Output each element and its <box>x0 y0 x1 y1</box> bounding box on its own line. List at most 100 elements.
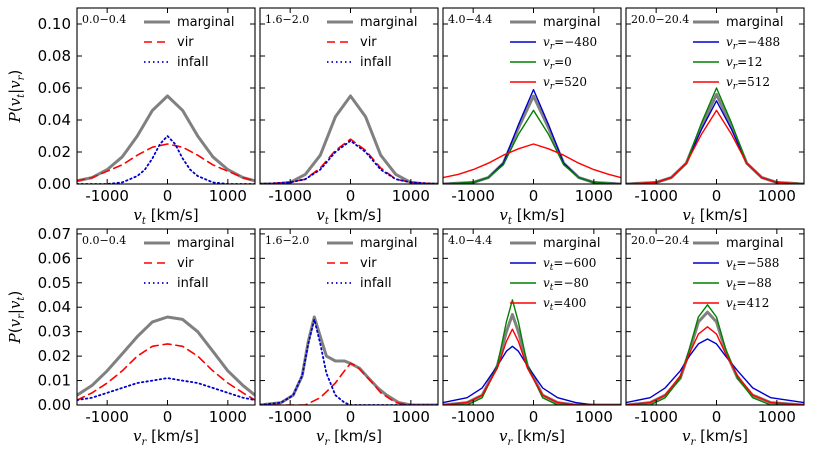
legend-label: vt=400 <box>543 296 586 313</box>
legend-label: vr=−480 <box>543 35 597 52</box>
y-tick-label: 0.00 <box>38 396 71 414</box>
x-tick-label: -1000 <box>451 187 495 205</box>
panel-frame <box>625 228 805 406</box>
panel-frame <box>625 7 805 185</box>
panel-curves <box>260 94 438 184</box>
panel-r1-c3: -1000 0 1000 20.0−20.4 marginal vt=−588 vt=−88… <box>625 228 805 448</box>
panel-frame <box>76 228 256 406</box>
legend-label: vt=412 <box>726 296 769 313</box>
x-tick-label: 1000 <box>758 187 796 205</box>
series-line-low <box>443 345 621 405</box>
series-line-vir <box>77 343 255 401</box>
legend-label: vt=−80 <box>543 276 589 293</box>
y-axis-label: P(vr|vt) <box>6 291 27 345</box>
panel-r0-c2: -1000 0 1000 4.0−4.4 marginal vr=−480 vr=0 vr=5… <box>442 7 622 227</box>
legend-label: marginal <box>543 15 600 30</box>
legend-label: infall <box>360 55 392 70</box>
panel-range-label: 0.0−0.4 <box>82 13 126 26</box>
panel-r1-c2: -1000 0 1000 4.0−4.4 marginal vt=−600 vt=−80 vt… <box>442 228 622 448</box>
y-tick-label: 0.02 <box>38 347 71 365</box>
legend-label: infall <box>360 276 392 291</box>
x-tick-label: 1000 <box>209 187 247 205</box>
legend-label: marginal <box>360 15 417 30</box>
x-tick-label: 1000 <box>758 408 796 426</box>
series-line-mid <box>626 304 804 405</box>
series-line-marginal <box>260 315 438 405</box>
series-line-vir <box>260 362 438 405</box>
series-line-vir <box>260 138 438 184</box>
y-tick-label: 0.06 <box>38 79 71 97</box>
series-line-high <box>443 143 621 179</box>
x-axis-label: vr [km/s] <box>133 427 199 448</box>
panel-range-label: 20.0−20.4 <box>631 234 689 247</box>
panel-curves <box>260 315 438 405</box>
legend-label: vir <box>177 256 194 271</box>
x-tick-label: -1000 <box>634 187 678 205</box>
y-axis-label: P(vt|vr) <box>6 70 27 124</box>
legend-label: marginal <box>360 236 417 251</box>
legend-label: vr=−488 <box>726 35 780 52</box>
legend-label: marginal <box>177 236 234 251</box>
series-line-marginal <box>443 313 621 405</box>
panel-frame <box>259 7 439 185</box>
x-tick-label: 1000 <box>392 187 430 205</box>
legend-label: infall <box>177 55 209 70</box>
x-axis-label: vr [km/s] <box>316 427 382 448</box>
y-tick-label: 0.02 <box>38 143 71 161</box>
panel-curves <box>77 94 255 184</box>
x-axis-label: vr [km/s] <box>682 427 748 448</box>
legend-label: vt=−88 <box>726 276 772 293</box>
x-axis-label: vr [km/s] <box>499 427 565 448</box>
legend-label: marginal <box>543 236 600 251</box>
panel-range-label: 0.0−0.4 <box>82 234 126 247</box>
legend-label: vr=0 <box>543 55 572 72</box>
series-line-high <box>626 109 804 184</box>
panel-r0-c3: -1000 0 1000 20.0−20.4 marginal vr=−488 vr=12 v… <box>625 7 805 227</box>
x-axis-label: vt [km/s] <box>316 206 381 227</box>
x-tick-label: 0 <box>163 408 173 426</box>
panel-frame <box>442 7 622 185</box>
y-tick-label: 0.04 <box>38 298 71 316</box>
x-axis-label: vt [km/s] <box>682 206 747 227</box>
y-tick-label: 0.01 <box>38 372 71 390</box>
series-line-marginal <box>77 315 255 397</box>
y-tick-label: 0.00 <box>38 175 71 193</box>
panel-range-label: 1.6−2.0 <box>265 13 309 26</box>
y-tick-label: 0.05 <box>38 274 71 292</box>
panel-curves <box>443 88 621 184</box>
y-tick-label: 0.08 <box>38 47 71 65</box>
x-tick-label: 1000 <box>575 187 613 205</box>
panel-r0-c0: -1000 0 1000 0.00 0.02 0.04 0.06 0.08 0.10 0.0−0.… <box>38 7 256 227</box>
series-line-marginal <box>77 94 255 183</box>
panel-curves <box>443 299 621 405</box>
legend-label: vir <box>177 35 194 50</box>
series-line-infall <box>260 139 438 184</box>
x-tick-label: 1000 <box>392 408 430 426</box>
series-line-infall <box>77 377 255 401</box>
x-tick-label: 0 <box>712 408 722 426</box>
x-tick-label: -1000 <box>268 408 312 426</box>
legend-label: vr=512 <box>726 75 770 92</box>
x-tick-label: -1000 <box>268 187 312 205</box>
series-line-vir <box>77 143 255 182</box>
series-line-marginal <box>626 92 804 184</box>
legend-label: infall <box>177 276 209 291</box>
panel-curves <box>77 315 255 401</box>
x-tick-label: -1000 <box>85 408 129 426</box>
x-tick-label: 0 <box>712 187 722 205</box>
x-tick-label: 0 <box>529 408 539 426</box>
panel-range-label: 4.0−4.4 <box>448 13 492 26</box>
x-axis-label: vt [km/s] <box>499 206 564 227</box>
panel-r0-c1: -1000 0 1000 1.6−2.0 marginal vir infall vt [km… <box>259 7 439 227</box>
panel-range-label: 1.6−2.0 <box>265 234 309 247</box>
series-line-mid <box>443 109 621 184</box>
panel-range-label: 4.0−4.4 <box>448 234 492 247</box>
legend-label: vt=−588 <box>726 256 779 273</box>
legend-label: vr=520 <box>543 75 587 92</box>
panel-curves <box>626 304 804 405</box>
x-tick-label: 0 <box>346 408 356 426</box>
x-tick-label: 1000 <box>575 408 613 426</box>
legend-label: marginal <box>726 15 783 30</box>
x-tick-label: -1000 <box>634 408 678 426</box>
